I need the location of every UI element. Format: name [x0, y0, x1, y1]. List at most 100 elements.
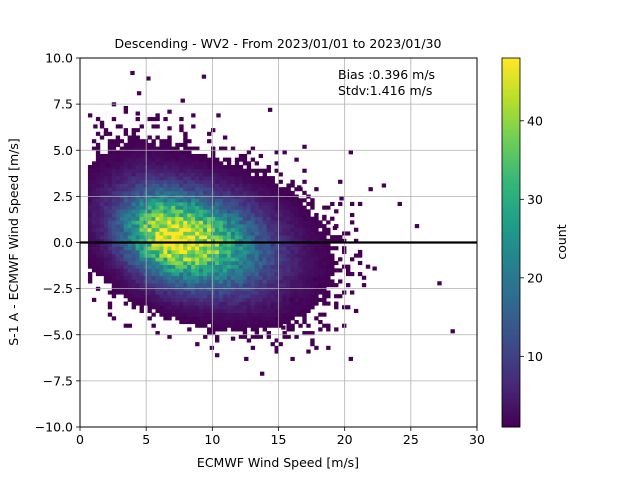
- heatmap-cell: [183, 294, 188, 299]
- heatmap-cell: [127, 205, 133, 210]
- heatmap-cell: [302, 316, 307, 321]
- heatmap-cell: [191, 190, 196, 195]
- heatmap-cell: [179, 168, 184, 173]
- heatmap-cell: [203, 297, 208, 302]
- heatmap-cell: [187, 275, 192, 280]
- heatmap-cell: [298, 224, 303, 229]
- heatmap-cell: [282, 305, 287, 310]
- heatmap-cell: [262, 209, 267, 214]
- heatmap-cell: [298, 323, 303, 328]
- heatmap-cell: [270, 308, 275, 314]
- heatmap-cell: [342, 231, 347, 236]
- heatmap-cell: [266, 331, 271, 336]
- heatmap-cell: [143, 294, 148, 299]
- heatmap-cell: [135, 257, 140, 262]
- colorbar-segment: [502, 91, 520, 96]
- heatmap-cell: [151, 224, 156, 229]
- heatmap-cell: [274, 168, 279, 173]
- heatmap-cell: [183, 190, 188, 195]
- heatmap-cell: [143, 275, 148, 280]
- heatmap-cell: [338, 235, 343, 240]
- heatmap-cell: [207, 312, 212, 317]
- heatmap-cell: [258, 201, 264, 206]
- heatmap-cell: [127, 212, 133, 218]
- heatmap-cell: [278, 220, 283, 225]
- heatmap-cell: [95, 183, 101, 188]
- heatmap-cell: [195, 209, 200, 214]
- heatmap-cell: [222, 323, 228, 328]
- heatmap-cell: [266, 235, 271, 240]
- heatmap-cell: [163, 242, 168, 247]
- heatmap-cell: [127, 165, 133, 170]
- heatmap-cell: [123, 290, 129, 295]
- heatmap-cell: [294, 283, 299, 288]
- heatmap-cell: [294, 279, 299, 284]
- heatmap-cell: [262, 260, 267, 266]
- heatmap-cell: [222, 157, 228, 162]
- heatmap-cell: [294, 290, 299, 295]
- heatmap-cell: [270, 212, 275, 218]
- heatmap-cell: [167, 157, 172, 162]
- heatmap-cell: [254, 260, 260, 266]
- heatmap-cell: [338, 294, 343, 299]
- heatmap-cell: [95, 235, 101, 240]
- heatmap-cell: [131, 209, 136, 214]
- heatmap-cell: [130, 70, 135, 76]
- heatmap-cell: [230, 268, 236, 273]
- heatmap-cell: [278, 323, 283, 328]
- heatmap-cell: [107, 275, 113, 280]
- heatmap-cell: [99, 190, 105, 195]
- heatmap-cell: [143, 179, 148, 184]
- heatmap-cell: [199, 209, 204, 214]
- heatmap-cell: [163, 231, 168, 236]
- heatmap-cell: [159, 312, 164, 317]
- heatmap-cell: [266, 176, 271, 181]
- heatmap-cell: [246, 179, 252, 184]
- heatmap-cell: [203, 319, 208, 325]
- heatmap-cell: [179, 227, 184, 232]
- heatmap-cell: [214, 187, 220, 192]
- heatmap-cell: [214, 316, 220, 321]
- heatmap-cell: [238, 272, 244, 277]
- heatmap-cell: [195, 323, 200, 328]
- heatmap-cell: [211, 279, 216, 284]
- heatmap-cell: [234, 172, 240, 177]
- heatmap-cell: [218, 168, 224, 173]
- heatmap-cell: [274, 201, 279, 206]
- heatmap-cell: [254, 216, 260, 221]
- heatmap-cell: [167, 224, 172, 229]
- heatmap-cell: [163, 201, 168, 206]
- heatmap-cell: [278, 242, 283, 247]
- heatmap-cell: [211, 216, 216, 221]
- heatmap-cell: [238, 249, 244, 254]
- heatmap-cell: [238, 176, 244, 181]
- heatmap-cell: [147, 257, 152, 262]
- heatmap-cell: [234, 272, 240, 277]
- heatmap-cell: [274, 231, 279, 236]
- heatmap-cell: [274, 283, 279, 288]
- colorbar-segment: [502, 254, 520, 259]
- heatmap-cell: [282, 319, 287, 325]
- heatmap-cell: [143, 212, 148, 218]
- colorbar-segment: [502, 307, 520, 311]
- heatmap-cell: [258, 294, 264, 299]
- heatmap-cell: [199, 176, 204, 181]
- heatmap-cell: [230, 272, 236, 277]
- heatmap-cell: [278, 231, 283, 236]
- heatmap-cell: [115, 253, 121, 258]
- heatmap-cell: [131, 139, 136, 144]
- heatmap-cell: [111, 209, 117, 214]
- heatmap-cell: [163, 257, 168, 262]
- heatmap-cell: [167, 227, 172, 232]
- heatmap-cell: [151, 209, 156, 214]
- heatmap-cell: [230, 187, 236, 192]
- heatmap-cell: [310, 216, 315, 221]
- heatmap-cell: [230, 316, 236, 321]
- heatmap-cell: [155, 201, 160, 206]
- heatmap-cell: [226, 305, 232, 310]
- heatmap-cell: [119, 257, 125, 262]
- heatmap-cell: [314, 283, 319, 288]
- heatmap-cell: [266, 319, 271, 325]
- heatmap-cell: [222, 249, 228, 254]
- heatmap-cell: [199, 319, 204, 325]
